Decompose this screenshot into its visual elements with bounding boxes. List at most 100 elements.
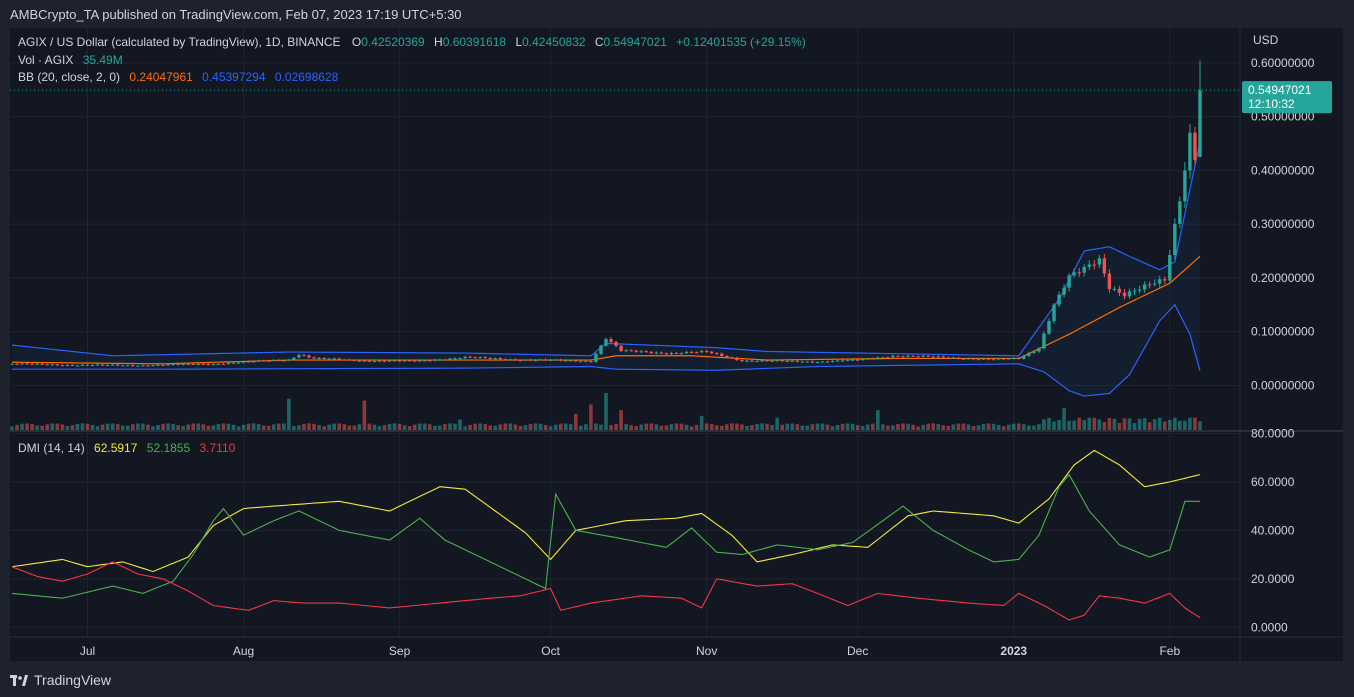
candle-body (307, 355, 311, 358)
legend-volume-line[interactable]: Vol · AGIX 35.49M (18, 53, 123, 67)
volume-bar (579, 425, 583, 431)
volume-bar (1047, 417, 1051, 431)
tradingview-footer[interactable]: TradingView (10, 672, 111, 688)
volume-bar (523, 425, 528, 431)
volume-bar (513, 424, 518, 431)
candle-body (936, 356, 940, 358)
volume-bar (287, 398, 291, 431)
volume-bar (1001, 426, 1006, 431)
volume-bar (407, 426, 412, 431)
volume-bar (1157, 417, 1162, 431)
volume-bar (1117, 422, 1122, 431)
volume-bar (307, 423, 311, 431)
candle-body (151, 365, 155, 367)
candle-body (488, 357, 492, 359)
volume-bar (553, 424, 558, 431)
candle-body (50, 364, 54, 366)
legend-dmi-line[interactable]: DMI (14, 14) 62.5917 52.1855 3.7110 (18, 441, 236, 455)
candle-body (256, 360, 261, 362)
candle-body (418, 360, 422, 362)
candle-body (1102, 258, 1107, 274)
volume-bar (1178, 420, 1182, 431)
volume-bar (1016, 423, 1021, 431)
candle-body (1007, 358, 1011, 360)
price-tick-label: 0.30000000 (1251, 217, 1315, 231)
volume-bar (991, 423, 996, 431)
volume-bar (755, 423, 759, 431)
legend-symbol-line[interactable]: AGIX / US Dollar (calculated by TradingV… (18, 35, 806, 49)
chart-svg[interactable]: 0.60000000 0.50000000 0.40000000 0.30000000… (10, 28, 1343, 661)
candle-body (916, 356, 920, 358)
volume-bar (1167, 419, 1172, 431)
price-tick-label: 0.20000000 (1251, 271, 1315, 285)
volume-bar (136, 423, 140, 431)
candle-body (221, 363, 226, 365)
volume-bar (931, 423, 936, 431)
candle-body (382, 360, 387, 362)
volume-bar (493, 425, 498, 431)
volume-bar (780, 424, 784, 431)
candle-body (1193, 132, 1197, 161)
volume-bar (1127, 418, 1132, 431)
volume-bar (377, 426, 382, 431)
candle-body (1097, 258, 1102, 265)
candle-body (443, 359, 447, 361)
volume-bar (1052, 421, 1056, 431)
candle-body (569, 360, 573, 362)
candle-body (1198, 90, 1202, 157)
chart-frame[interactable]: 0.60000000 0.50000000 0.40000000 0.30000000… (10, 28, 1343, 661)
candle-body (272, 359, 276, 361)
candle-body (282, 360, 286, 362)
volume-bar (468, 424, 472, 431)
time-axis: Jul Aug Sep Oct Nov Dec 2023 Feb (80, 644, 1181, 658)
candle-body (579, 361, 583, 363)
candle-body (1001, 358, 1006, 360)
candle-body (201, 363, 205, 365)
candle-body (720, 353, 724, 356)
volume-bar (1188, 417, 1192, 431)
volume-bar (740, 424, 744, 431)
volume-bar (367, 423, 372, 431)
volume-bar (65, 426, 70, 431)
candle-body (453, 358, 457, 360)
volume-bar (397, 423, 402, 431)
volume-bar (543, 424, 548, 431)
volume-bar (241, 424, 246, 431)
price-axis: 0.60000000 0.50000000 0.40000000 0.30000000… (1251, 56, 1315, 634)
volume-bar (503, 423, 508, 431)
candle-body (654, 352, 659, 354)
candle-body (745, 360, 749, 362)
volume-bar (644, 423, 649, 431)
candle-body (25, 363, 29, 365)
volume-bar (110, 423, 115, 431)
volume-bar (70, 425, 75, 431)
candle-body (362, 360, 367, 362)
volume-bar (921, 424, 925, 431)
volume-bar (292, 426, 296, 431)
volume-bar (458, 419, 462, 431)
volume-bar (976, 425, 981, 431)
volume-bar (1152, 419, 1157, 431)
volume-bar (473, 423, 477, 431)
volume-bar (538, 423, 543, 431)
candle-body (1072, 272, 1076, 276)
candle-body (881, 357, 885, 359)
candle-body (820, 361, 825, 363)
time-tick-label: 2023 (1000, 644, 1027, 658)
candle-body (951, 357, 956, 359)
volume-bar (25, 423, 29, 431)
candle-body (171, 364, 175, 366)
candle-body (1142, 284, 1147, 290)
volume-bar (438, 425, 442, 431)
candle-body (367, 360, 372, 362)
volume-bar (689, 426, 694, 431)
candle-body (337, 358, 341, 360)
price-tick-label: 0.10000000 (1251, 325, 1315, 339)
volume-bar (664, 425, 669, 431)
candle-body (236, 362, 241, 364)
volume-bar (221, 423, 226, 431)
volume-bar (50, 423, 55, 431)
volume-bar (1193, 417, 1197, 431)
volume-bar (1183, 420, 1187, 431)
legend-bb-line[interactable]: BB (20, close, 2, 0) 0.24047961 0.453972… (18, 70, 339, 84)
